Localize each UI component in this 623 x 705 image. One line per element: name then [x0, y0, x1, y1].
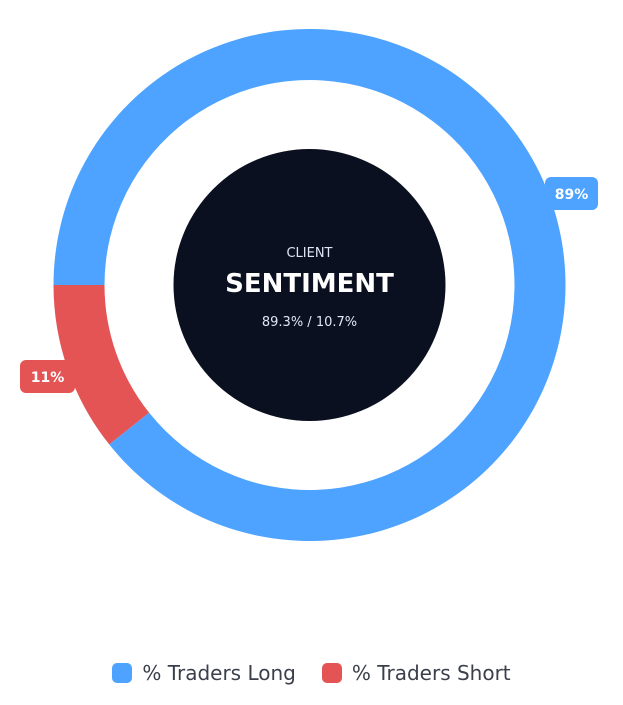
legend-item-long[interactable]: % Traders Long	[112, 661, 296, 685]
data-label-short-text: 11%	[31, 370, 65, 386]
center-subtitle: 89.3% / 10.7%	[262, 315, 357, 330]
legend-swatch-short	[322, 663, 342, 683]
data-label-long: 89%	[545, 177, 598, 210]
legend-label-short: % Traders Short	[352, 661, 511, 685]
legend-label-long: % Traders Long	[142, 661, 296, 685]
chart-legend: % Traders Long % Traders Short	[0, 655, 623, 691]
legend-item-short[interactable]: % Traders Short	[322, 661, 511, 685]
legend-swatch-long	[112, 663, 132, 683]
center-kicker: CLIENT	[286, 246, 332, 261]
center-title: SENTIMENT	[225, 269, 394, 299]
data-label-short: 11%	[20, 360, 75, 393]
data-label-long-text: 89%	[555, 187, 589, 203]
